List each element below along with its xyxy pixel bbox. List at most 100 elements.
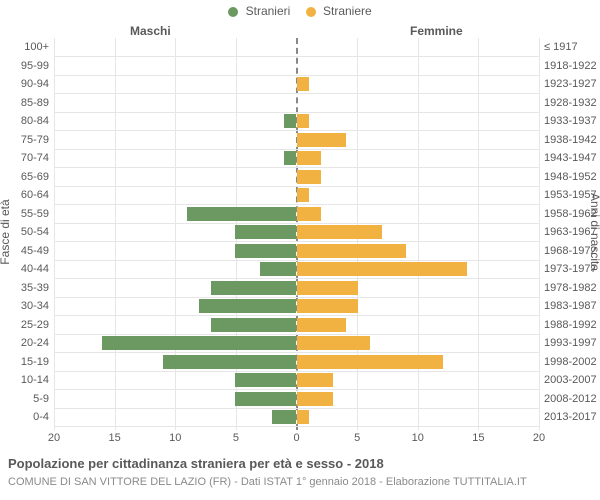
pyramid-row: 40-441973-1977 xyxy=(54,262,539,276)
pyramid-row: 65-691948-1952 xyxy=(54,170,539,184)
birth-year-label: 1968-1972 xyxy=(544,245,597,257)
birth-year-label: 1948-1952 xyxy=(544,171,597,183)
age-label: 15-19 xyxy=(21,356,49,368)
gridline-h xyxy=(54,389,539,390)
age-label: 60-64 xyxy=(21,189,49,201)
age-label: 50-54 xyxy=(21,226,49,238)
bar-female xyxy=(297,262,467,276)
gridline-h xyxy=(54,278,539,279)
age-label: 65-69 xyxy=(21,171,49,183)
y-axis-title-left: Fasce di età xyxy=(0,199,12,264)
age-label: 40-44 xyxy=(21,263,49,275)
bar-male xyxy=(199,299,296,313)
pyramid-row: 60-641953-1957 xyxy=(54,188,539,202)
bar-female xyxy=(297,244,406,258)
birth-year-label: 1988-1992 xyxy=(544,319,597,331)
pyramid-plot: 100+≤ 191795-991918-192290-941923-192785… xyxy=(54,38,539,430)
pyramid-row: 50-541963-1967 xyxy=(54,225,539,239)
birth-year-label: 2013-2017 xyxy=(544,411,597,423)
age-label: 5-9 xyxy=(33,393,49,405)
age-label: 55-59 xyxy=(21,208,49,220)
legend-swatch-male xyxy=(228,7,238,17)
pyramid-row: 20-241993-1997 xyxy=(54,336,539,350)
x-tick-label: 5 xyxy=(354,432,360,444)
gridline-h xyxy=(54,371,539,372)
bar-female xyxy=(297,114,309,128)
birth-year-label: 1928-1932 xyxy=(544,97,597,109)
gridline-h xyxy=(54,56,539,57)
pyramid-row: 25-291988-1992 xyxy=(54,318,539,332)
age-label: 100+ xyxy=(24,41,49,53)
bar-male xyxy=(235,392,296,406)
age-label: 85-89 xyxy=(21,97,49,109)
gridline-h xyxy=(54,352,539,353)
gridline-h xyxy=(54,167,539,168)
bar-female xyxy=(297,281,358,295)
pyramid-row: 85-891928-1932 xyxy=(54,96,539,110)
bar-female xyxy=(297,170,321,184)
gridline-h xyxy=(54,260,539,261)
gridline-h xyxy=(54,334,539,335)
pyramid-row: 70-741943-1947 xyxy=(54,151,539,165)
birth-year-label: 1973-1977 xyxy=(544,263,597,275)
birth-year-label: 1958-1962 xyxy=(544,208,597,220)
bar-male xyxy=(211,318,296,332)
pyramid-row: 55-591958-1962 xyxy=(54,207,539,221)
bar-female xyxy=(297,225,382,239)
bar-female xyxy=(297,77,309,91)
gridline-h xyxy=(54,112,539,113)
birth-year-label: 1923-1927 xyxy=(544,78,597,90)
x-tick-label: 20 xyxy=(48,432,60,444)
gridline-h xyxy=(54,241,539,242)
legend-label-female: Straniere xyxy=(323,4,372,18)
birth-year-label: 1963-1967 xyxy=(544,226,597,238)
x-tick-label: 20 xyxy=(533,432,545,444)
gridline-h xyxy=(54,186,539,187)
birth-year-label: 1953-1957 xyxy=(544,189,597,201)
pyramid-row: 0-42013-2017 xyxy=(54,410,539,424)
age-label: 80-84 xyxy=(21,115,49,127)
pyramid-row: 5-92008-2012 xyxy=(54,392,539,406)
x-tick-label: 10 xyxy=(169,432,181,444)
gridline-h xyxy=(54,315,539,316)
bar-male xyxy=(272,410,296,424)
bar-male xyxy=(187,207,296,221)
x-tick-label: 5 xyxy=(233,432,239,444)
chart-title: Popolazione per cittadinanza straniera p… xyxy=(8,456,384,471)
pyramid-row: 45-491968-1972 xyxy=(54,244,539,258)
bar-male xyxy=(260,262,296,276)
gridline-h xyxy=(54,149,539,150)
pyramid-row: 100+≤ 1917 xyxy=(54,40,539,54)
pyramid-row: 15-191998-2002 xyxy=(54,355,539,369)
pyramid-row: 10-142003-2007 xyxy=(54,373,539,387)
age-label: 30-34 xyxy=(21,300,49,312)
age-label: 75-79 xyxy=(21,134,49,146)
birth-year-label: 1933-1937 xyxy=(544,115,597,127)
x-tick-label: 15 xyxy=(472,432,484,444)
birth-year-label: 2008-2012 xyxy=(544,393,597,405)
gridline-v xyxy=(539,38,540,430)
x-tick-label: 10 xyxy=(412,432,424,444)
age-label: 95-99 xyxy=(21,60,49,72)
bar-male xyxy=(235,244,296,258)
gridline-h xyxy=(54,408,539,409)
age-label: 90-94 xyxy=(21,78,49,90)
bar-male xyxy=(284,114,296,128)
gridline-h xyxy=(54,204,539,205)
bar-female xyxy=(297,299,358,313)
legend-item-female: Straniere xyxy=(306,4,372,18)
age-label: 0-4 xyxy=(33,411,49,423)
gridline-h xyxy=(54,297,539,298)
age-label: 10-14 xyxy=(21,374,49,386)
chart-subtitle: COMUNE DI SAN VITTORE DEL LAZIO (FR) - D… xyxy=(8,476,527,488)
birth-year-label: 1993-1997 xyxy=(544,337,597,349)
bar-male xyxy=(163,355,296,369)
gridline-h xyxy=(54,75,539,76)
side-label-male: Maschi xyxy=(130,24,171,38)
legend-item-male: Stranieri xyxy=(228,4,290,18)
bar-male xyxy=(235,225,296,239)
bar-female xyxy=(297,188,309,202)
birth-year-label: 1978-1982 xyxy=(544,282,597,294)
age-label: 45-49 xyxy=(21,245,49,257)
chart-legend: Stranieri Straniere xyxy=(0,4,600,18)
